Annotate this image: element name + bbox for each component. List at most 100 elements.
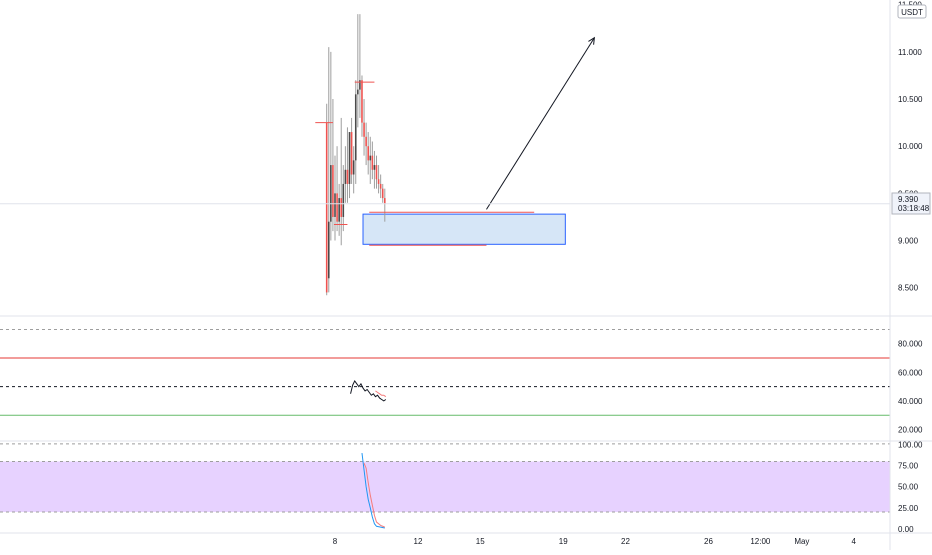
projection-arrow-line[interactable]: [486, 37, 595, 210]
candle-body: [361, 80, 363, 123]
candle: [361, 75, 363, 137]
candle: [357, 14, 359, 128]
candle: [384, 188, 386, 222]
stochastic-axis-label: 0.00: [898, 525, 914, 534]
candle: [369, 136, 372, 184]
candle-body: [346, 169, 349, 184]
time-axis-label: May: [794, 537, 809, 546]
candle: [373, 150, 376, 189]
candle-body: [344, 169, 347, 184]
candle-body: [384, 198, 386, 204]
candle-body: [342, 183, 345, 217]
stochastic-d-line: [363, 462, 385, 528]
candlestick-series: [325, 14, 386, 296]
candle: [379, 174, 382, 199]
candle: [332, 99, 334, 232]
time-axis[interactable]: 8 12 15 19 22 26 12:00 May 4: [333, 537, 857, 546]
rsi-line: [350, 379, 387, 402]
rsi-level-lines: [0, 328, 890, 445]
time-axis-label: 15: [476, 537, 485, 546]
candle: [365, 122, 367, 166]
candle: [375, 155, 378, 189]
time-axis-label: 22: [621, 537, 630, 546]
time-axis-label: 4: [852, 537, 857, 546]
rsi-axis-label: 40.000: [898, 397, 923, 406]
candle-body: [336, 193, 338, 222]
stochastic-k-line: [361, 453, 385, 529]
rsi-axis-label: 20.000: [898, 426, 923, 435]
time-axis-label: 26: [704, 537, 713, 546]
rsi-axis-label: 80.000: [898, 340, 923, 349]
candle-body: [354, 94, 357, 161]
candle-body: [377, 179, 380, 184]
candle-body: [375, 165, 378, 180]
candle: [363, 99, 365, 156]
price-axis-label: 10.500: [898, 95, 923, 104]
candle-body: [371, 155, 374, 170]
candle-body: [369, 155, 372, 161]
candle: [330, 51, 332, 241]
candle-body: [334, 193, 336, 217]
candle: [350, 117, 353, 184]
time-axis-label: 12:00: [750, 537, 771, 546]
price-badge: 9.390 03:18:48: [891, 192, 931, 215]
rsi-axis[interactable]: 80.000 60.000 40.000 20.000: [898, 340, 923, 435]
price-pane[interactable]: [0, 14, 890, 296]
candle-body: [330, 165, 332, 222]
rsi-signal-line: [375, 390, 387, 398]
candle: [344, 146, 347, 203]
time-axis-label: 19: [559, 537, 568, 546]
candle: [381, 183, 384, 203]
candle: [367, 132, 369, 175]
projection-arrow-head: [588, 36, 595, 45]
candle-body: [373, 165, 376, 170]
price-badge-value: 9.390: [898, 195, 919, 204]
demand-zone-rectangle[interactable]: [362, 213, 566, 245]
demand-zone-layer: [362, 213, 566, 245]
currency-text: USDT: [901, 8, 923, 17]
candle-body: [348, 132, 351, 184]
candle-body: [363, 122, 365, 137]
price-axis-label: 9.000: [898, 237, 919, 246]
candle: [340, 117, 343, 246]
candle: [338, 183, 340, 236]
stochastic-axis-label: 25.00: [898, 504, 919, 513]
candle: [359, 14, 361, 118]
candle-body: [325, 122, 328, 293]
candle-body: [359, 80, 361, 90]
candle: [352, 146, 355, 194]
price-axis-label: 11.000: [898, 48, 922, 57]
candle: [348, 132, 351, 199]
candle: [354, 80, 357, 184]
price-axis-label: 8.500: [898, 284, 919, 293]
price-axis-label: 10.000: [898, 142, 923, 151]
candle-body: [379, 183, 382, 189]
rsi-pane[interactable]: [0, 328, 890, 445]
candle-body: [367, 146, 369, 161]
candle-body: [332, 165, 334, 217]
candle-body: [381, 188, 384, 199]
candle: [371, 141, 374, 180]
stochastic-pane[interactable]: [0, 453, 890, 529]
stochastic-series: [361, 453, 385, 529]
candle: [346, 127, 349, 203]
candle-body: [350, 132, 353, 175]
stochastic-axis-label: 50.00: [898, 483, 919, 492]
rsi-series: [350, 379, 387, 402]
candle: [377, 165, 380, 194]
currency-label[interactable]: USDT: [897, 4, 927, 19]
candle: [334, 155, 336, 241]
stochastic-axis-label: 100.00: [898, 441, 923, 450]
price-badge-countdown: 03:18:48: [898, 204, 930, 213]
stochastic-axis-label: 75.00: [898, 462, 919, 471]
stochastic-axis[interactable]: 100.00 75.00 50.00 25.00 0.00: [898, 441, 923, 534]
time-axis-label: 12: [414, 537, 423, 546]
drawing-tools-layer[interactable]: [315, 36, 595, 246]
candle: [336, 146, 338, 232]
candle-body: [352, 160, 355, 175]
candle-body: [340, 198, 343, 217]
time-axis-label: 8: [333, 537, 338, 546]
